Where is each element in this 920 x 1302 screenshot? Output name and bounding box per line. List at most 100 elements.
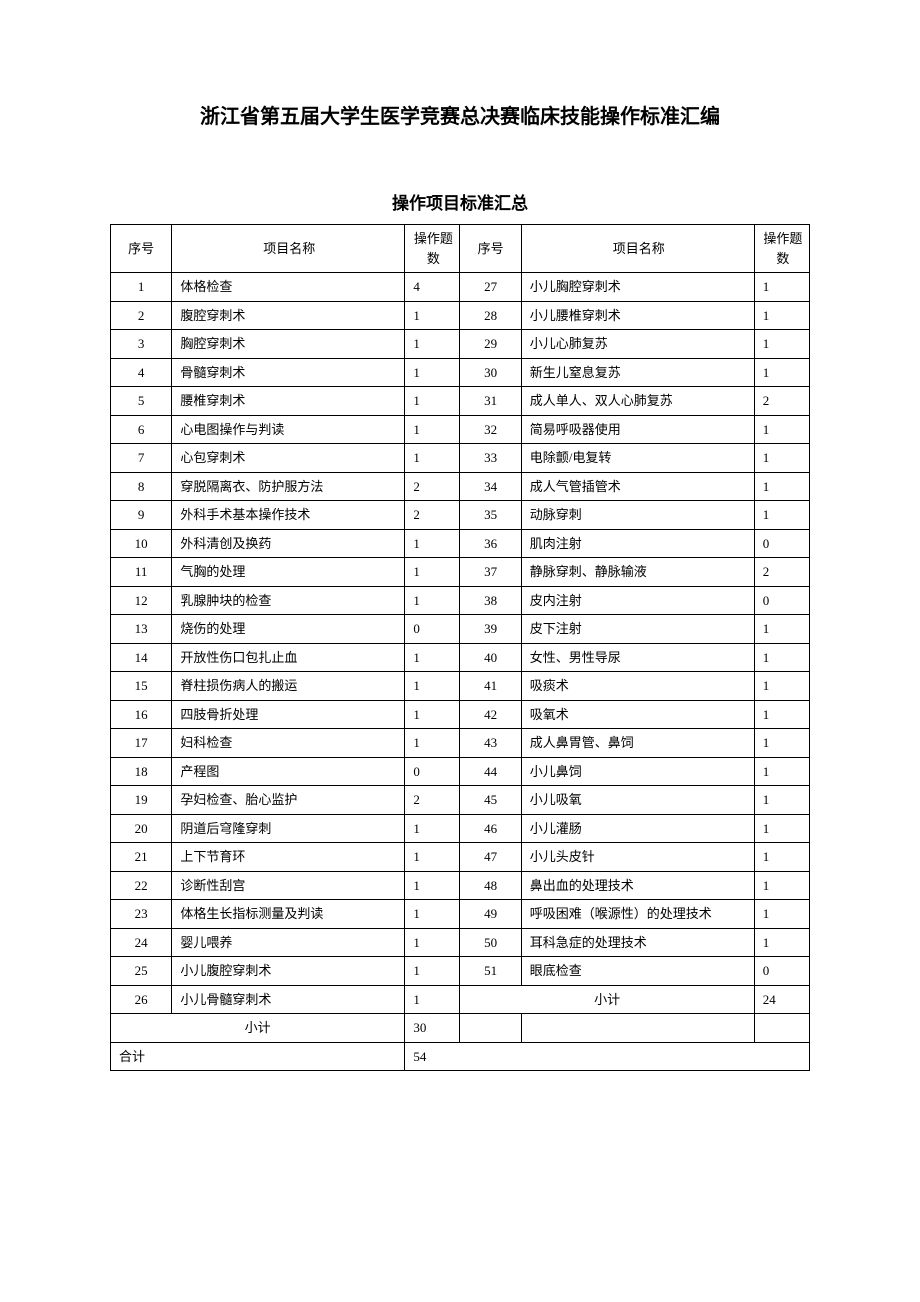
cell-count: 2 bbox=[405, 786, 460, 815]
cell-idx: 22 bbox=[111, 871, 172, 900]
cell-idx: 45 bbox=[460, 786, 521, 815]
cell-count: 1 bbox=[754, 501, 809, 530]
cell-count: 1 bbox=[405, 729, 460, 758]
cell-idx: 20 bbox=[111, 814, 172, 843]
subtotal-right-label: 小计 bbox=[460, 985, 754, 1014]
cell-count: 1 bbox=[754, 444, 809, 473]
cell-name: 外科清创及换药 bbox=[172, 529, 405, 558]
cell-count: 0 bbox=[405, 757, 460, 786]
cell-name: 小儿头皮针 bbox=[521, 843, 754, 872]
table-row: 15脊柱损伤病人的搬运141吸痰术1 bbox=[111, 672, 810, 701]
cell-idx: 18 bbox=[111, 757, 172, 786]
table-row: 19孕妇检查、胎心监护245小儿吸氧1 bbox=[111, 786, 810, 815]
cell-count: 1 bbox=[754, 273, 809, 302]
cell-name: 体格检查 bbox=[172, 273, 405, 302]
cell-idx: 42 bbox=[460, 700, 521, 729]
cell-idx: 15 bbox=[111, 672, 172, 701]
cell-count: 1 bbox=[405, 387, 460, 416]
cell-name: 静脉穿刺、静脉输液 bbox=[521, 558, 754, 587]
table-row: 10外科清创及换药136肌肉注射0 bbox=[111, 529, 810, 558]
cell-name: 乳腺肿块的检查 bbox=[172, 586, 405, 615]
cell-idx: 6 bbox=[111, 415, 172, 444]
subtotal-left-label: 小计 bbox=[111, 1014, 405, 1043]
total-value: 54 bbox=[405, 1042, 810, 1071]
cell-idx: 33 bbox=[460, 444, 521, 473]
items-table: 序号 项目名称 操作题数 序号 项目名称 操作题数 1体格检查427小儿胸腔穿刺… bbox=[110, 224, 810, 1071]
cell-name: 小儿腹腔穿刺术 bbox=[172, 957, 405, 986]
cell-name: 成人气管插管术 bbox=[521, 472, 754, 501]
cell-count: 1 bbox=[405, 301, 460, 330]
cell-idx: 44 bbox=[460, 757, 521, 786]
cell-count: 1 bbox=[405, 700, 460, 729]
cell-count: 1 bbox=[405, 957, 460, 986]
cell-name: 女性、男性导尿 bbox=[521, 643, 754, 672]
cell-name: 新生儿窒息复苏 bbox=[521, 358, 754, 387]
table-row: 12乳腺肿块的检查138皮内注射0 bbox=[111, 586, 810, 615]
cell-idx: 36 bbox=[460, 529, 521, 558]
cell-count: 1 bbox=[405, 444, 460, 473]
cell-idx: 5 bbox=[111, 387, 172, 416]
cell-idx: 30 bbox=[460, 358, 521, 387]
cell-name: 产程图 bbox=[172, 757, 405, 786]
cell-idx: 21 bbox=[111, 843, 172, 872]
cell-name: 婴儿喂养 bbox=[172, 928, 405, 957]
cell-idx: 50 bbox=[460, 928, 521, 957]
cell-name: 电除颤/电复转 bbox=[521, 444, 754, 473]
table-row: 5腰椎穿刺术131成人单人、双人心肺复苏2 bbox=[111, 387, 810, 416]
cell-count: 1 bbox=[405, 558, 460, 587]
cell-idx: 32 bbox=[460, 415, 521, 444]
header-count-left: 操作题数 bbox=[405, 225, 460, 273]
table-row: 23体格生长指标测量及判读149呼吸困难（喉源性）的处理技术1 bbox=[111, 900, 810, 929]
cell-count: 1 bbox=[754, 900, 809, 929]
cell-count: 1 bbox=[754, 729, 809, 758]
cell-name: 妇科检查 bbox=[172, 729, 405, 758]
header-idx-left: 序号 bbox=[111, 225, 172, 273]
table-row: 20阴道后穹隆穿刺146小儿灌肠1 bbox=[111, 814, 810, 843]
cell-count: 1 bbox=[405, 928, 460, 957]
table-row: 2腹腔穿刺术128小儿腰椎穿刺术1 bbox=[111, 301, 810, 330]
cell-count: 1 bbox=[405, 529, 460, 558]
table-row: 18产程图044小儿鼻饲1 bbox=[111, 757, 810, 786]
table-row: 24婴儿喂养150耳科急症的处理技术1 bbox=[111, 928, 810, 957]
cell-count: 1 bbox=[754, 472, 809, 501]
cell-count: 1 bbox=[405, 900, 460, 929]
cell-name: 开放性伤口包扎止血 bbox=[172, 643, 405, 672]
table-row: 4骨髓穿刺术130新生儿窒息复苏1 bbox=[111, 358, 810, 387]
table-row: 9外科手术基本操作技术235动脉穿刺1 bbox=[111, 501, 810, 530]
cell-count: 1 bbox=[405, 985, 460, 1014]
cell-name: 小儿骨髓穿刺术 bbox=[172, 985, 405, 1014]
cell-count: 1 bbox=[405, 586, 460, 615]
cell-idx: 3 bbox=[111, 330, 172, 359]
cell-name: 小儿鼻饲 bbox=[521, 757, 754, 786]
table-row: 22诊断性刮宫148鼻出血的处理技术1 bbox=[111, 871, 810, 900]
cell-count: 0 bbox=[754, 529, 809, 558]
cell-name: 诊断性刮宫 bbox=[172, 871, 405, 900]
cell-count: 1 bbox=[754, 358, 809, 387]
cell-count: 1 bbox=[754, 928, 809, 957]
cell-name: 简易呼吸器使用 bbox=[521, 415, 754, 444]
table-row: 17妇科检查143成人鼻胃管、鼻饲1 bbox=[111, 729, 810, 758]
cell-idx: 40 bbox=[460, 643, 521, 672]
cell-idx: 4 bbox=[111, 358, 172, 387]
cell-name: 呼吸困难（喉源性）的处理技术 bbox=[521, 900, 754, 929]
cell-name: 穿脱隔离衣、防护服方法 bbox=[172, 472, 405, 501]
cell-name: 脊柱损伤病人的搬运 bbox=[172, 672, 405, 701]
cell-name: 动脉穿刺 bbox=[521, 501, 754, 530]
header-name-left: 项目名称 bbox=[172, 225, 405, 273]
table-row: 26小儿骨髓穿刺术1小计24 bbox=[111, 985, 810, 1014]
cell-name: 肌肉注射 bbox=[521, 529, 754, 558]
cell-idx: 23 bbox=[111, 900, 172, 929]
cell-name: 腹腔穿刺术 bbox=[172, 301, 405, 330]
cell-idx: 16 bbox=[111, 700, 172, 729]
cell-name: 四肢骨折处理 bbox=[172, 700, 405, 729]
table-title: 操作项目标准汇总 bbox=[110, 189, 810, 214]
cell-idx: 37 bbox=[460, 558, 521, 587]
cell-name: 皮内注射 bbox=[521, 586, 754, 615]
table-row: 21上下节育环147小儿头皮针1 bbox=[111, 843, 810, 872]
cell-idx: 51 bbox=[460, 957, 521, 986]
cell-name: 耳科急症的处理技术 bbox=[521, 928, 754, 957]
cell-name: 小儿胸腔穿刺术 bbox=[521, 273, 754, 302]
cell-idx: 41 bbox=[460, 672, 521, 701]
cell-idx: 9 bbox=[111, 501, 172, 530]
cell-name: 上下节育环 bbox=[172, 843, 405, 872]
